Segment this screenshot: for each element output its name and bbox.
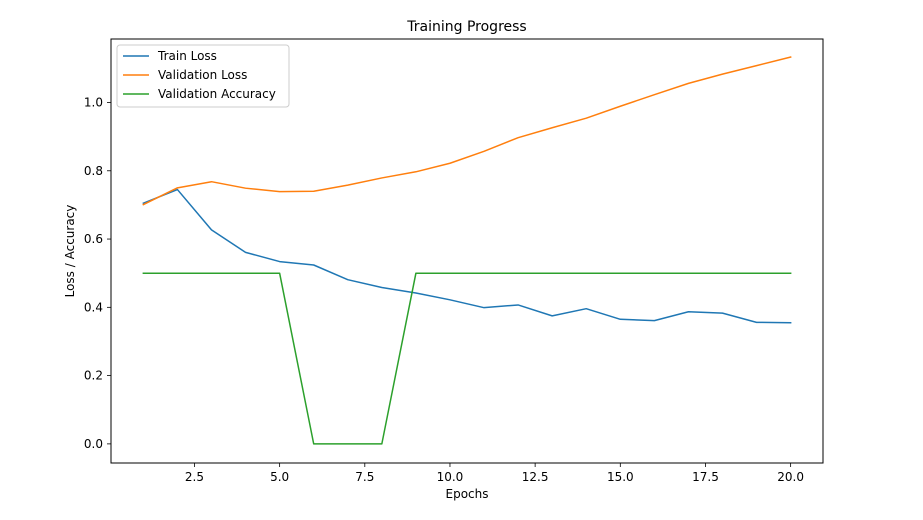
series-0-point-10 [483, 306, 486, 309]
series-2-point-0 [142, 272, 145, 275]
y-tick-label-4: 0.8 [84, 164, 103, 178]
series-0-point-3 [244, 251, 247, 254]
y-axis-label: Loss / Accuracy [63, 205, 77, 298]
series-1-point-17 [721, 73, 724, 76]
series-0-point-5 [312, 264, 315, 267]
x-tick-label-1: 5.0 [270, 470, 289, 484]
y-tick-label-5: 1.0 [84, 95, 103, 109]
y-tick-label-1: 0.2 [84, 369, 103, 383]
x-tick-label-6: 17.5 [692, 470, 719, 484]
series-0-point-7 [380, 286, 383, 289]
series-2-point-16 [687, 272, 690, 275]
y-tick-label-2: 0.4 [84, 300, 103, 314]
series-line-0 [142, 188, 792, 324]
series-2-point-15 [653, 272, 656, 275]
x-axis-ticks: 2.5 5.0 7.5 10.0 12.5 15.0 17.5 20.0 [185, 463, 804, 484]
series-0-point-18 [755, 321, 758, 324]
legend-label-1: Validation Loss [158, 68, 247, 82]
series-0-point-9 [448, 298, 451, 301]
series-1-point-5 [312, 190, 315, 193]
series-1-point-9 [448, 162, 451, 165]
series-0-point-11 [517, 303, 520, 306]
series-1-point-18 [755, 64, 758, 67]
series-1-point-7 [380, 176, 383, 179]
series-2-point-7 [380, 442, 383, 445]
x-tick-label-3: 10.0 [437, 470, 464, 484]
legend: Train Loss Validation Loss Validation Accu… [116, 44, 290, 108]
series-1-point-6 [346, 184, 349, 187]
series-2-point-17 [721, 272, 724, 275]
series-line-2 [142, 272, 792, 445]
series-0-point-6 [346, 278, 349, 281]
series-1-point-8 [414, 170, 417, 173]
legend-label-2: Validation Accuracy [158, 87, 276, 101]
series-0-point-13 [585, 307, 588, 310]
series-2-point-12 [551, 272, 554, 275]
series-1-point-10 [483, 150, 486, 153]
x-tick-label-5: 15.0 [607, 470, 634, 484]
series-2-point-4 [278, 272, 281, 275]
series-1-point-3 [244, 187, 247, 190]
series-0-point-17 [721, 312, 724, 315]
series-2-point-1 [176, 272, 179, 275]
chart-title: Training Progress [406, 19, 526, 35]
x-tick-label-7: 20.0 [777, 470, 804, 484]
series-1-point-13 [585, 117, 588, 120]
y-axis-ticks: 0.0 0.2 0.4 0.6 0.8 1.0 [84, 95, 111, 451]
series-2-point-10 [483, 272, 486, 275]
series-2-point-3 [244, 272, 247, 275]
series-1-point-15 [653, 93, 656, 96]
series-0-point-19 [789, 321, 792, 324]
series-0-point-14 [619, 318, 622, 321]
series-1-point-4 [278, 190, 281, 193]
series-1-point-14 [619, 105, 622, 108]
series-1-point-0 [142, 203, 145, 206]
series-2-point-18 [755, 272, 758, 275]
series-0-point-12 [551, 314, 554, 317]
series-2-point-11 [517, 272, 520, 275]
series-1-point-11 [517, 136, 520, 139]
series-1-point-12 [551, 126, 554, 129]
series-0-point-8 [414, 291, 417, 294]
x-tick-label-4: 12.5 [522, 470, 549, 484]
y-tick-label-0: 0.0 [84, 437, 103, 451]
legend-box [116, 44, 290, 108]
series-1-point-1 [176, 186, 179, 189]
series-0-point-4 [278, 260, 281, 263]
series-2-point-6 [346, 442, 349, 445]
series-0-point-2 [210, 228, 213, 231]
series-2-point-5 [312, 442, 315, 445]
series-2-point-2 [210, 272, 213, 275]
series-1-point-16 [687, 82, 690, 85]
y-tick-label-3: 0.6 [84, 232, 103, 246]
x-tick-label-0: 2.5 [185, 470, 204, 484]
legend-label-0: Train Loss [157, 49, 217, 63]
x-tick-label-2: 7.5 [355, 470, 374, 484]
series-2-point-8 [414, 272, 417, 275]
series-2-point-9 [448, 272, 451, 275]
series-2-point-13 [585, 272, 588, 275]
series-0-point-15 [653, 319, 656, 322]
series-layer [142, 56, 792, 445]
series-2-point-14 [619, 272, 622, 275]
series-2-point-19 [789, 272, 792, 275]
series-1-point-19 [789, 56, 792, 59]
series-1-point-2 [210, 180, 213, 183]
series-line-1 [142, 56, 792, 206]
series-0-point-16 [687, 310, 690, 313]
plot-frame [110, 38, 824, 464]
x-axis-label: Epochs [446, 487, 489, 501]
plot-area [111, 39, 823, 463]
